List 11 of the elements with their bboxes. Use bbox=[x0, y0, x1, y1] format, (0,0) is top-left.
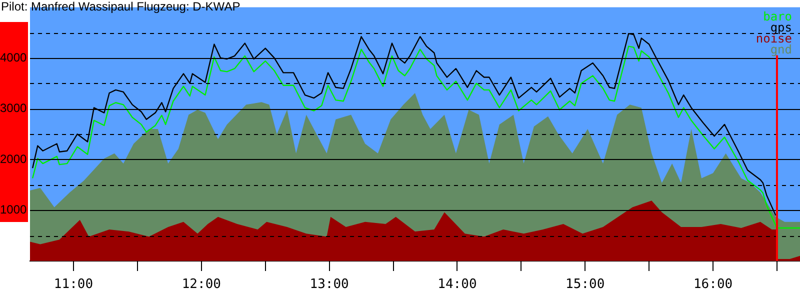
text: gnd bbox=[770, 42, 792, 56]
x-tick-label: 13:00 bbox=[310, 277, 349, 292]
x-tick-label: 12:00 bbox=[182, 277, 221, 292]
x-tick-label: 15:00 bbox=[566, 277, 605, 292]
x-tick-label: 14:00 bbox=[438, 277, 477, 292]
y-tick-label: 2000 bbox=[0, 152, 28, 166]
x-tick-label: 11:00 bbox=[54, 277, 94, 292]
y-tick-label: 3000 bbox=[0, 101, 28, 116]
y-tick-label: 1000 bbox=[0, 202, 28, 217]
y-tick-label: 4000 bbox=[0, 50, 28, 64]
x-tick-label: 16:00 bbox=[693, 277, 733, 292]
